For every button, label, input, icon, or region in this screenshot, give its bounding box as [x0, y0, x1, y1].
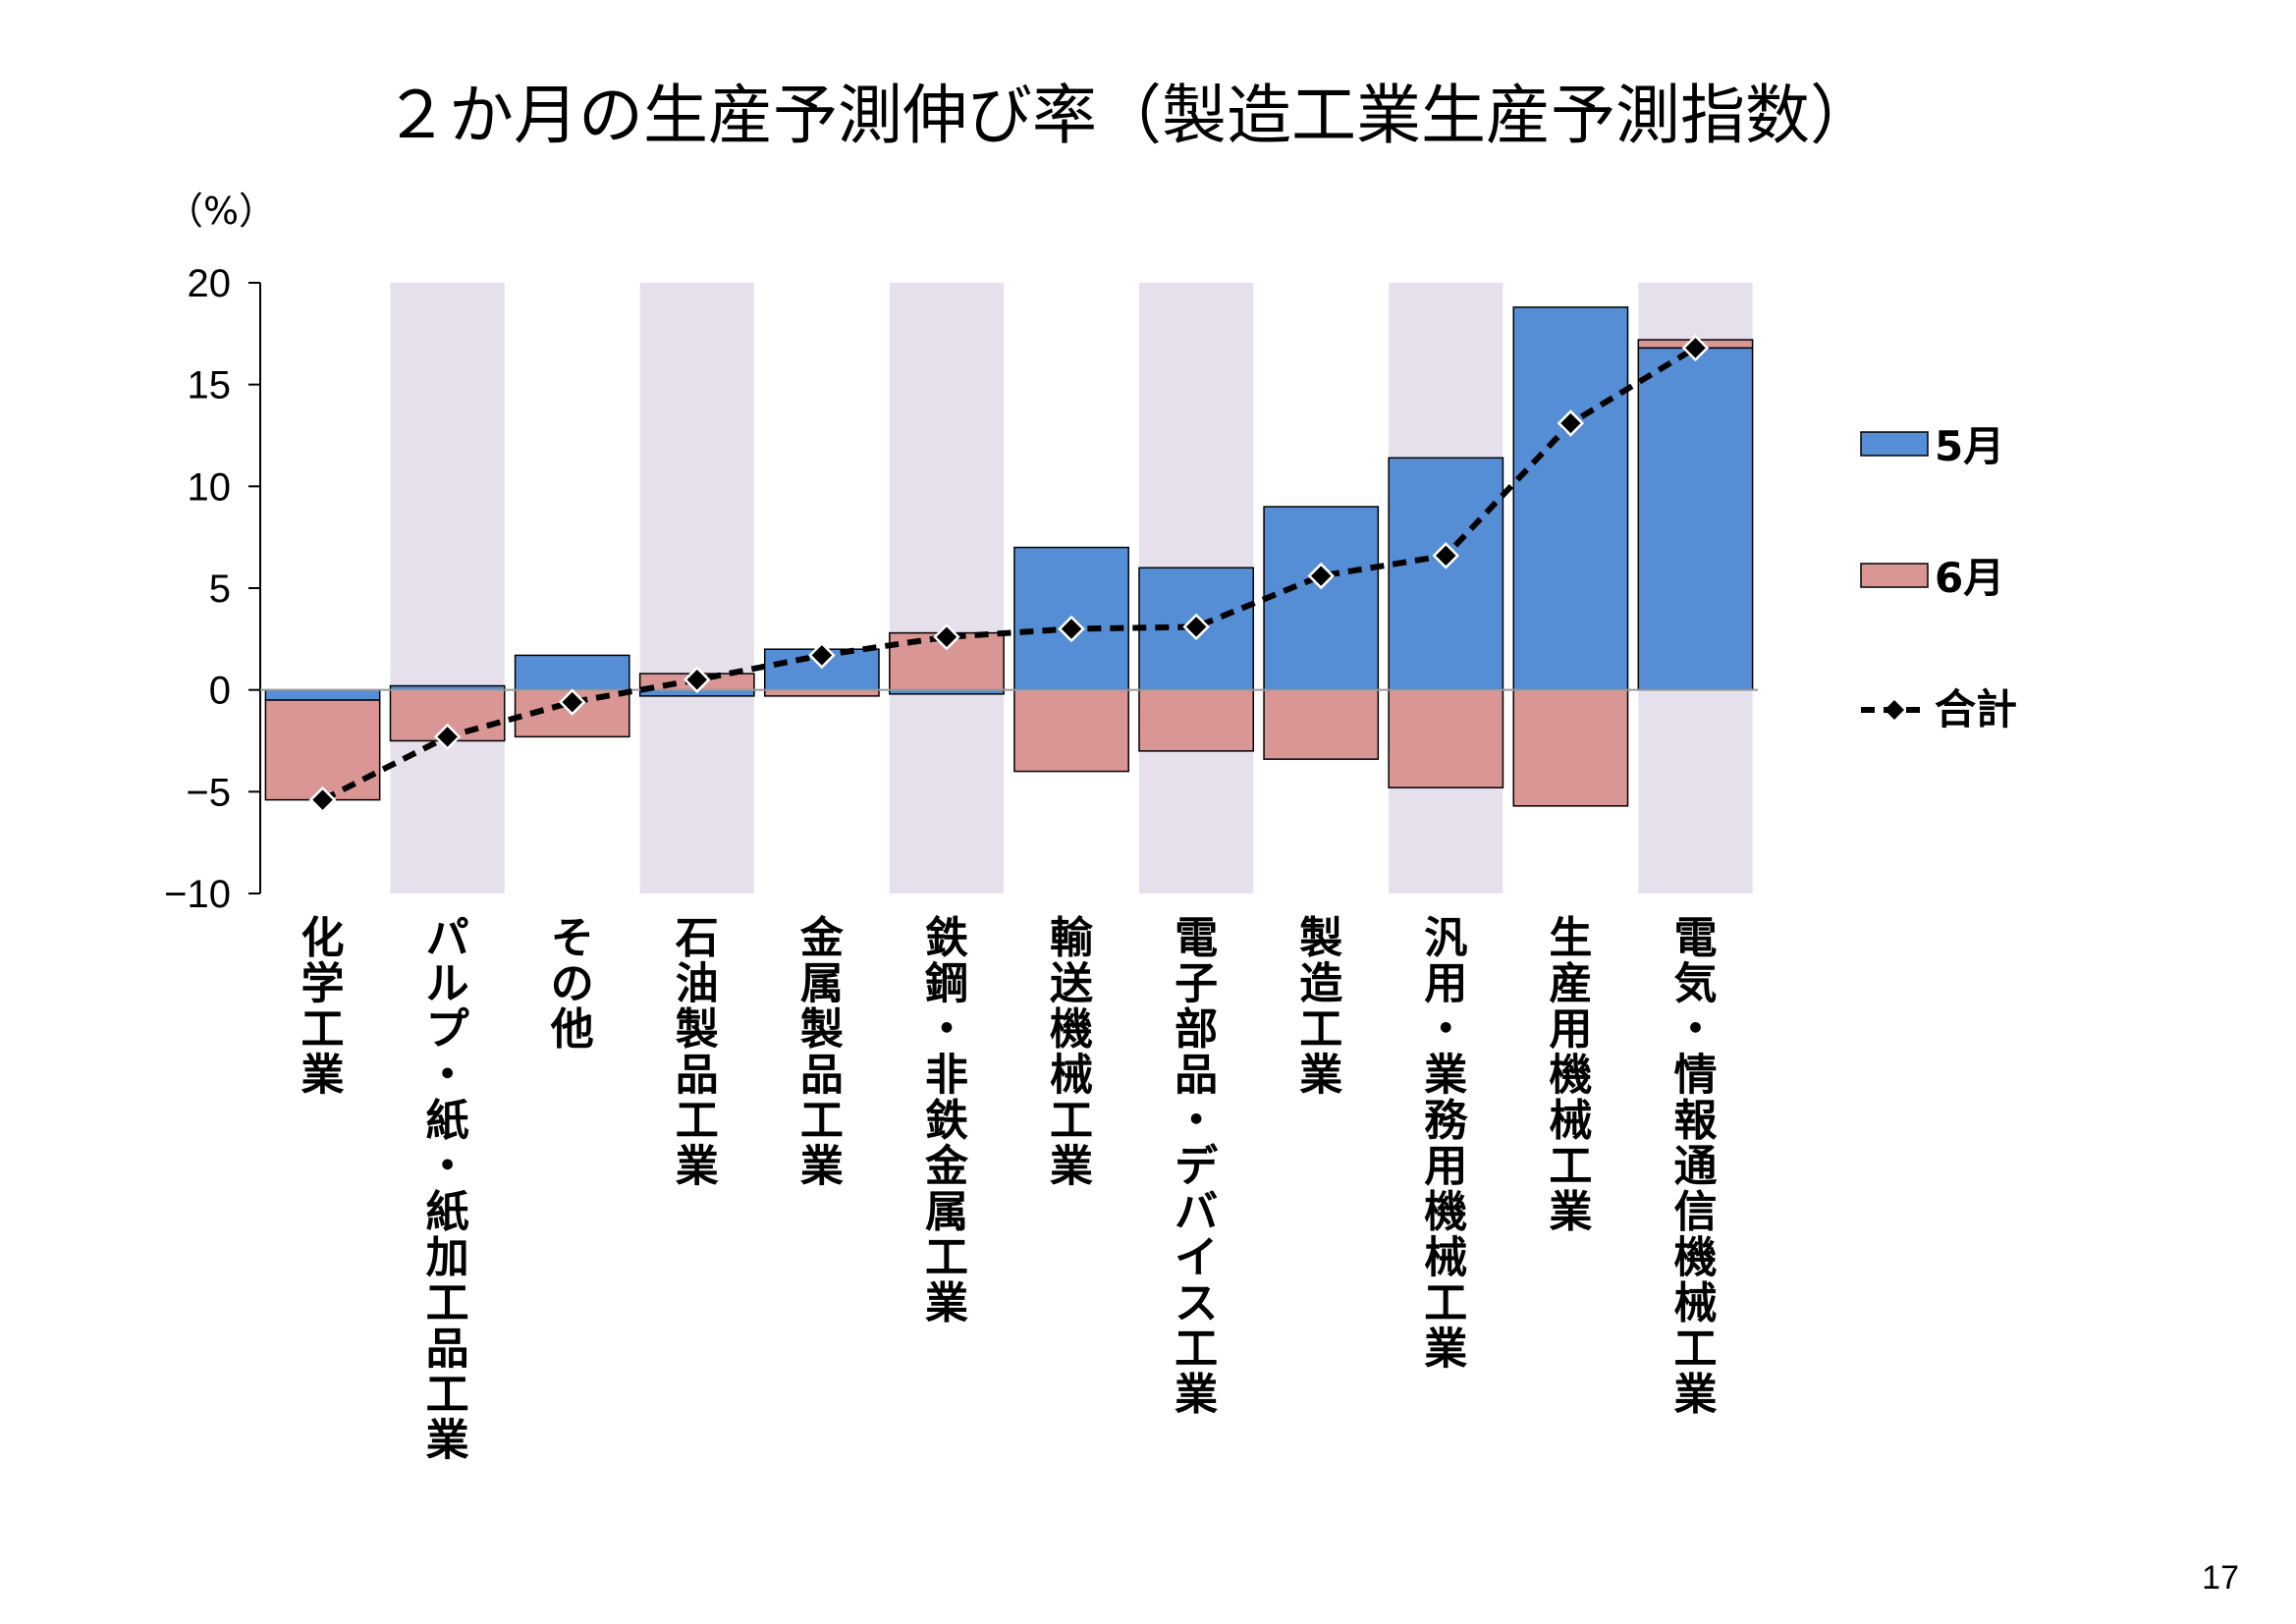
page-number: 17 — [2202, 1559, 2239, 1597]
category-label: 電子部品・デバイス工業 — [1175, 913, 1219, 1420]
y-tick-label: 10 — [188, 465, 232, 509]
legend-label-june: 6月 — [1935, 554, 2004, 602]
total-line — [308, 334, 1710, 814]
legend-swatch-june — [1860, 563, 1929, 588]
bar-may — [1512, 306, 1629, 691]
category-label: 輸送機械工業 — [1050, 913, 1094, 1192]
y-tick-label: −10 — [164, 873, 231, 916]
category-label: 鉄鋼・非鉄金属工業 — [924, 913, 969, 1328]
y-tick-label: 5 — [209, 568, 231, 611]
bar-may — [1388, 457, 1504, 691]
chart-title: ２か月の生産予測伸び率（製造工業生産予測指数） — [384, 78, 1875, 153]
y-tick-label: 20 — [188, 262, 232, 305]
bar-june — [1138, 688, 1255, 752]
shaded-band — [639, 283, 754, 893]
legend-swatch-may — [1860, 431, 1929, 457]
bar-may — [514, 654, 630, 691]
category-label: 電気・情報通信機械工業 — [1673, 913, 1717, 1420]
total-point — [558, 688, 586, 716]
bar-may — [1263, 506, 1380, 691]
legend-label-may: 5月 — [1935, 422, 2004, 470]
category-label: その他 — [550, 913, 594, 1055]
total-point — [1432, 542, 1460, 569]
bar-june — [1013, 688, 1129, 773]
legend-label-total: 合計 — [1935, 685, 2017, 733]
total-point — [1307, 562, 1335, 590]
total-point — [683, 666, 711, 694]
bar-may — [1637, 347, 1754, 691]
bar-june — [264, 699, 381, 801]
y-axis-ticks: 20 15 10 5 0 −5 −10 — [164, 262, 260, 916]
category-label: パルプ・紙・紙加工品工業 — [426, 913, 469, 1466]
total-point — [1557, 409, 1585, 437]
bar-june — [1263, 688, 1380, 760]
y-tick-label: −5 — [186, 771, 231, 814]
y-tick-label: 0 — [209, 670, 231, 713]
category-label: 生産用機械工業 — [1549, 913, 1592, 1237]
total-point — [1681, 334, 1710, 362]
total-point — [1182, 613, 1210, 641]
category-label: 金属製品工業 — [799, 913, 845, 1192]
y-tick-label: 15 — [188, 364, 232, 407]
total-point — [933, 623, 960, 651]
legend-marker-total — [1885, 700, 1904, 720]
total-point — [308, 785, 337, 814]
bar-june — [1388, 688, 1504, 788]
bar-june — [1512, 688, 1629, 807]
shaded-band — [390, 283, 505, 893]
category-label: 汎用・業務用機械工業 — [1424, 913, 1468, 1375]
total-line-path — [321, 345, 1698, 803]
total-point — [808, 641, 836, 670]
y-axis-unit: （%） — [166, 189, 276, 233]
category-label: 製造工業 — [1299, 913, 1342, 1101]
bars-series-may — [264, 306, 1754, 701]
total-point — [433, 723, 462, 751]
category-label: 石油製品工業 — [676, 913, 719, 1192]
category-label: 化学工業 — [301, 913, 345, 1101]
shaded-band — [889, 283, 1005, 893]
bar-may — [264, 688, 381, 701]
total-point — [1058, 615, 1085, 643]
category-labels: 化学工業 パルプ・紙・紙加工品工業 その他 石油製品工業 金属製品工業 鉄鋼・非鉄金属工業… — [301, 913, 1718, 1466]
